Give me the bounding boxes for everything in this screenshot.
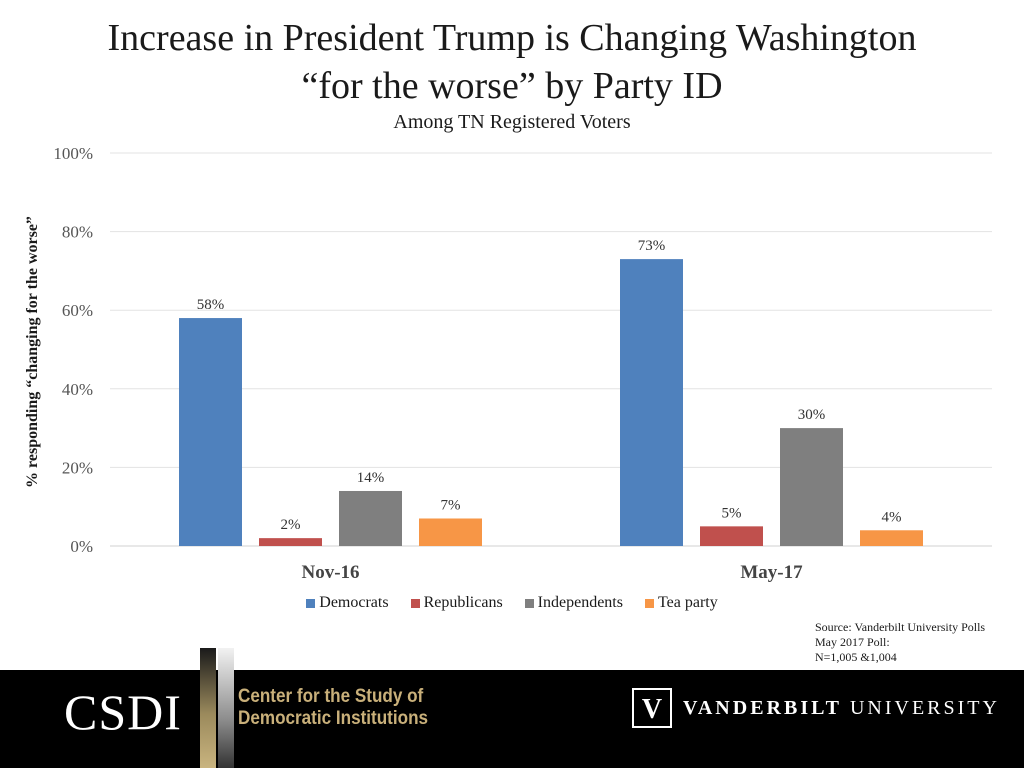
chart-title-line1: Increase in President Trump is Changing … xyxy=(107,17,917,59)
bar-tea-party xyxy=(419,518,482,546)
bar-republicans xyxy=(259,538,322,546)
source-note: Source: Vanderbilt University Polls May … xyxy=(815,620,985,665)
y-tick-label: 80% xyxy=(62,223,93,242)
data-label: 30% xyxy=(798,407,826,423)
data-label: 14% xyxy=(357,470,385,486)
x-category-label: Nov-16 xyxy=(301,562,359,583)
chart-title: Increase in President Trump is Changing … xyxy=(0,14,1024,110)
university-word: UNIVERSITY xyxy=(849,697,1000,719)
data-label: 4% xyxy=(882,509,902,525)
vanderbilt-wordmark: VANDERBILT UNIVERSITY xyxy=(683,697,1000,720)
silver-stripe xyxy=(218,648,234,768)
legend-swatch xyxy=(410,598,420,608)
chart-title-line2: “for the worse” by Party ID xyxy=(301,65,723,107)
legend-label: Tea party xyxy=(657,594,718,611)
vanderbilt-logo-letter: V xyxy=(642,694,662,725)
y-tick-label: 40% xyxy=(62,380,93,399)
center-name-line1: Center for the Study of xyxy=(238,686,424,707)
bar-independents xyxy=(339,490,402,546)
bar-republicans xyxy=(700,526,763,546)
chart-legend: Democrats Republicans Independents Tea part… xyxy=(0,594,1024,612)
gold-stripe xyxy=(200,648,216,768)
legend-swatch xyxy=(524,598,534,608)
y-tick-label: 0% xyxy=(70,537,93,556)
data-label: 73% xyxy=(638,238,666,254)
bar-tea-party xyxy=(860,530,923,546)
source-line1: Source: Vanderbilt University Polls xyxy=(815,620,986,634)
legend-label: Democrats xyxy=(319,594,389,611)
y-tick-label: 20% xyxy=(62,458,93,477)
center-name: Center for the Study of Democratic Insti… xyxy=(238,686,428,730)
vanderbilt-shield-icon: V xyxy=(632,688,672,728)
data-label: 58% xyxy=(197,297,225,313)
data-label: 5% xyxy=(722,505,742,521)
bar-democrats xyxy=(179,318,242,546)
legend-item: Independents xyxy=(524,594,623,612)
y-tick-label: 100% xyxy=(53,144,93,163)
x-category-label: May-17 xyxy=(740,562,803,583)
bar-democrats xyxy=(620,259,683,546)
legend-label: Republicans xyxy=(423,594,503,611)
vanderbilt-word: VANDERBILT xyxy=(683,697,842,719)
legend-item: Republicans xyxy=(410,594,503,612)
data-label: 2% xyxy=(281,517,301,533)
legend-item: Democrats xyxy=(306,594,389,612)
bar-chart: 0% 20% 40% 60% 80% 100% 58% 2% 14% 7% Nov-16 73% 5% 3… xyxy=(53,144,992,583)
chart-subtitle: Among TN Registered Voters xyxy=(393,111,631,133)
legend-swatch xyxy=(644,598,654,608)
data-label: 7% xyxy=(441,497,461,513)
csdi-logo: CSDI xyxy=(64,684,182,740)
source-line2: May 2017 Poll: xyxy=(815,635,890,649)
legend-label: Independents xyxy=(537,594,623,611)
legend-swatch xyxy=(306,598,316,608)
bar-independents xyxy=(780,428,843,546)
legend-item: Tea party xyxy=(644,594,718,612)
footer-bar xyxy=(0,670,1024,768)
center-name-line2: Democratic Institutions xyxy=(238,708,429,729)
y-tick-label: 60% xyxy=(62,301,93,320)
source-line3: N=1,005 &1,004 xyxy=(815,650,897,664)
